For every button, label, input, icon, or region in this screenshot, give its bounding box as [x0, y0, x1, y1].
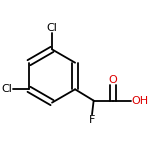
Text: Cl: Cl [1, 84, 12, 94]
Text: O: O [109, 75, 117, 85]
Text: OH: OH [131, 96, 148, 106]
Text: Cl: Cl [47, 23, 57, 33]
Text: F: F [89, 115, 95, 125]
